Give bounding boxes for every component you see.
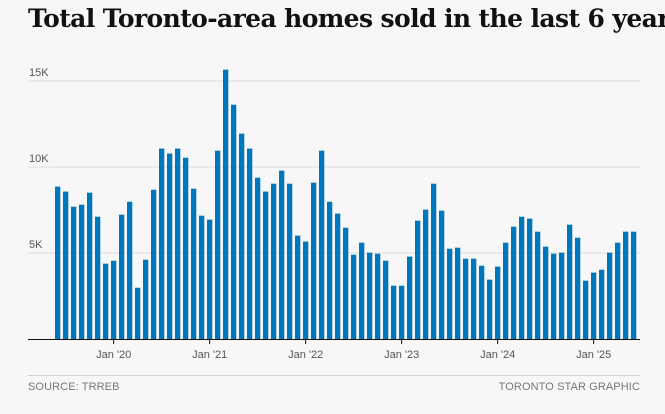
bar	[167, 153, 173, 339]
chart-title: Total Toronto-area homes sold in the las…	[28, 4, 665, 33]
bar	[135, 287, 141, 339]
bar	[359, 242, 365, 339]
bar	[535, 231, 541, 339]
bar	[423, 209, 429, 339]
bar	[495, 266, 501, 339]
bar	[159, 148, 165, 339]
bar	[471, 258, 477, 339]
bar	[87, 192, 93, 339]
bar	[583, 280, 589, 339]
bar	[119, 214, 125, 339]
bar	[63, 191, 69, 339]
bar	[263, 191, 269, 339]
bar	[559, 252, 565, 339]
bar	[199, 215, 205, 339]
bar	[207, 219, 213, 339]
x-tick-label: Jan '22	[288, 349, 323, 361]
bar	[479, 265, 485, 339]
bar	[287, 183, 293, 339]
bar	[431, 183, 437, 339]
y-tick-label: 10K	[29, 153, 49, 165]
bar	[415, 220, 421, 339]
bar	[575, 237, 581, 339]
bar	[567, 224, 573, 339]
bar	[279, 170, 285, 339]
bar	[239, 133, 245, 339]
bar	[503, 242, 509, 339]
bar	[175, 148, 181, 339]
bar	[111, 260, 117, 339]
bar	[511, 226, 517, 339]
bar	[303, 241, 309, 339]
bar	[215, 150, 221, 339]
bar	[311, 182, 317, 339]
bar	[447, 248, 453, 339]
bar	[383, 260, 389, 339]
footer-divider	[28, 375, 640, 376]
bar	[455, 247, 461, 339]
bar	[271, 183, 277, 339]
bar	[319, 150, 325, 339]
bar	[191, 188, 197, 339]
x-tick-label: Jan '20	[96, 349, 131, 361]
bar	[615, 242, 621, 339]
bar	[391, 285, 397, 339]
bar	[551, 253, 557, 339]
bar	[95, 216, 101, 339]
bar	[519, 216, 525, 339]
bar	[335, 213, 341, 339]
bar	[79, 204, 85, 339]
y-tick-label: 15K	[29, 67, 49, 79]
bar	[343, 227, 349, 339]
bar	[223, 69, 229, 339]
bar	[631, 231, 637, 339]
bar	[327, 201, 333, 339]
bar	[375, 253, 381, 339]
credit-note: TORONTO STAR GRAPHIC	[498, 381, 640, 393]
bar	[623, 231, 629, 339]
bar	[527, 218, 533, 339]
bar	[103, 263, 109, 339]
bar	[367, 252, 373, 339]
bar	[247, 148, 253, 339]
bar	[143, 259, 149, 339]
source-note: SOURCE: TRREB	[28, 381, 120, 393]
bar	[607, 252, 613, 339]
y-tick-label: 5K	[29, 239, 43, 251]
bar	[463, 258, 469, 339]
bar	[599, 269, 605, 339]
bar	[55, 186, 61, 339]
bar	[399, 285, 405, 339]
bar	[183, 157, 189, 339]
x-tick-label: Jan '24	[480, 349, 515, 361]
x-tick-label: Jan '21	[192, 349, 227, 361]
bar	[351, 254, 357, 339]
bar	[231, 104, 237, 340]
bar	[295, 235, 301, 339]
bar	[439, 210, 445, 339]
bar	[487, 279, 493, 339]
bar	[255, 177, 261, 339]
bar	[127, 201, 133, 339]
x-tick-label: Jan '23	[384, 349, 419, 361]
bar	[591, 272, 597, 339]
x-tick-label: Jan '25	[576, 349, 611, 361]
bar	[71, 206, 77, 339]
bar	[151, 189, 157, 339]
bar	[543, 246, 549, 339]
bar	[407, 256, 413, 339]
